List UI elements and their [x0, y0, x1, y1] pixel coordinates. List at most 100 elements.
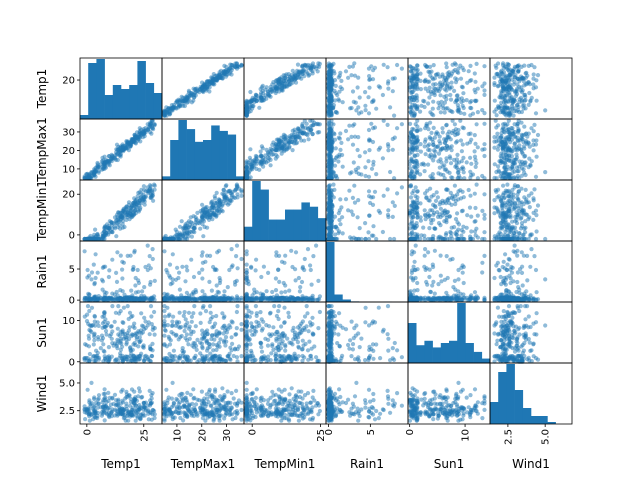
scatter-point — [244, 102, 249, 108]
scatter-point — [366, 189, 372, 194]
scatter-point — [177, 287, 182, 292]
scatter-point — [473, 233, 478, 238]
scatter-point — [218, 204, 223, 210]
scatter-point — [439, 279, 444, 284]
scatter-point — [444, 159, 449, 164]
scatter-point — [468, 175, 473, 180]
scatter-point — [244, 169, 249, 174]
scatter-point — [304, 132, 309, 137]
scatter-point — [332, 98, 338, 103]
scatter-point — [415, 152, 420, 158]
scatter-point — [411, 226, 416, 231]
scatter-point — [354, 108, 359, 113]
scatter-point — [504, 175, 509, 180]
scatter-point — [184, 296, 189, 301]
scatter-point — [503, 109, 508, 115]
scatter-point — [425, 188, 430, 193]
scatter-point — [200, 276, 205, 281]
scatter-point — [333, 146, 338, 151]
scatter-point — [279, 259, 285, 264]
scatter-point — [228, 198, 233, 203]
scatter-point — [250, 297, 255, 302]
scatter-point — [166, 295, 171, 300]
scatter-point — [351, 99, 356, 104]
scatter-point — [453, 231, 458, 236]
scatter-point — [191, 92, 196, 98]
scatter-point — [492, 81, 497, 86]
scatter-point — [253, 268, 258, 273]
scatter-point — [468, 63, 473, 68]
scatter-point — [482, 121, 487, 126]
scatter-point — [418, 87, 423, 92]
scatter-point — [543, 170, 548, 175]
scatter-point — [128, 297, 133, 302]
scatter-point — [260, 83, 265, 88]
scatter-point — [512, 141, 517, 146]
scatter-point — [267, 149, 273, 154]
scatter-point — [244, 252, 249, 257]
scatter-point — [492, 135, 497, 140]
scatter-point — [415, 267, 420, 272]
scatter-point — [411, 73, 416, 78]
scatter-point — [449, 80, 454, 85]
scatter-point — [122, 224, 127, 230]
scatter-point — [458, 188, 463, 193]
scatter-point — [492, 211, 497, 216]
scatter-point — [492, 175, 497, 181]
scatter-point — [306, 137, 311, 142]
scatter-point — [445, 132, 450, 137]
scatter-point — [355, 147, 360, 153]
scatter-point — [500, 94, 505, 100]
scatter-point — [366, 127, 372, 133]
scatter-point — [408, 184, 414, 189]
scatter-point — [283, 289, 288, 294]
scatter-point — [331, 69, 336, 74]
scatter-point — [438, 206, 443, 211]
scatter-point — [299, 76, 304, 81]
scatter-point — [191, 291, 196, 296]
scatter-point — [439, 160, 444, 165]
scatter-point — [412, 259, 417, 264]
scatter-point — [93, 275, 98, 281]
scatter-point — [507, 194, 512, 199]
scatter-point — [428, 110, 433, 115]
scatter-point — [296, 135, 301, 140]
scatter-point — [407, 139, 413, 144]
scatter-point — [381, 193, 386, 198]
scatter-point — [494, 107, 499, 112]
scatter-point — [264, 96, 269, 101]
scatter-point — [327, 205, 332, 211]
scatter-point — [177, 270, 182, 275]
scatter-point — [501, 210, 506, 215]
scatter-point — [464, 98, 469, 103]
scatter-point — [475, 86, 480, 91]
scatter-point — [507, 130, 512, 135]
scatter-point — [504, 75, 509, 80]
scatter-point — [279, 145, 285, 150]
scatter-point — [276, 267, 281, 272]
scatter-point — [501, 86, 506, 91]
scatter-point — [92, 295, 97, 300]
scatter-point — [149, 131, 154, 136]
scatter-point — [519, 148, 524, 153]
scatter-point — [518, 200, 523, 206]
scatter-point — [482, 153, 487, 159]
scatter-point — [248, 89, 253, 95]
scatter-point — [326, 196, 331, 201]
scatter-point — [415, 215, 420, 220]
scatter-point — [183, 222, 188, 227]
scatter-point — [95, 160, 100, 166]
scatter-point — [317, 122, 322, 127]
scatter-point — [453, 217, 459, 222]
scatter-point — [423, 267, 428, 272]
scatter-point — [203, 259, 208, 264]
scatter-point — [475, 110, 480, 115]
scatter-point — [369, 195, 374, 200]
scatter-point — [522, 92, 527, 98]
scatter-point — [149, 295, 154, 300]
scatter-point — [419, 233, 424, 238]
scatter-point — [444, 213, 449, 218]
scatter-point — [369, 166, 375, 171]
scatter-point — [448, 190, 453, 195]
scatter-point — [343, 128, 349, 134]
